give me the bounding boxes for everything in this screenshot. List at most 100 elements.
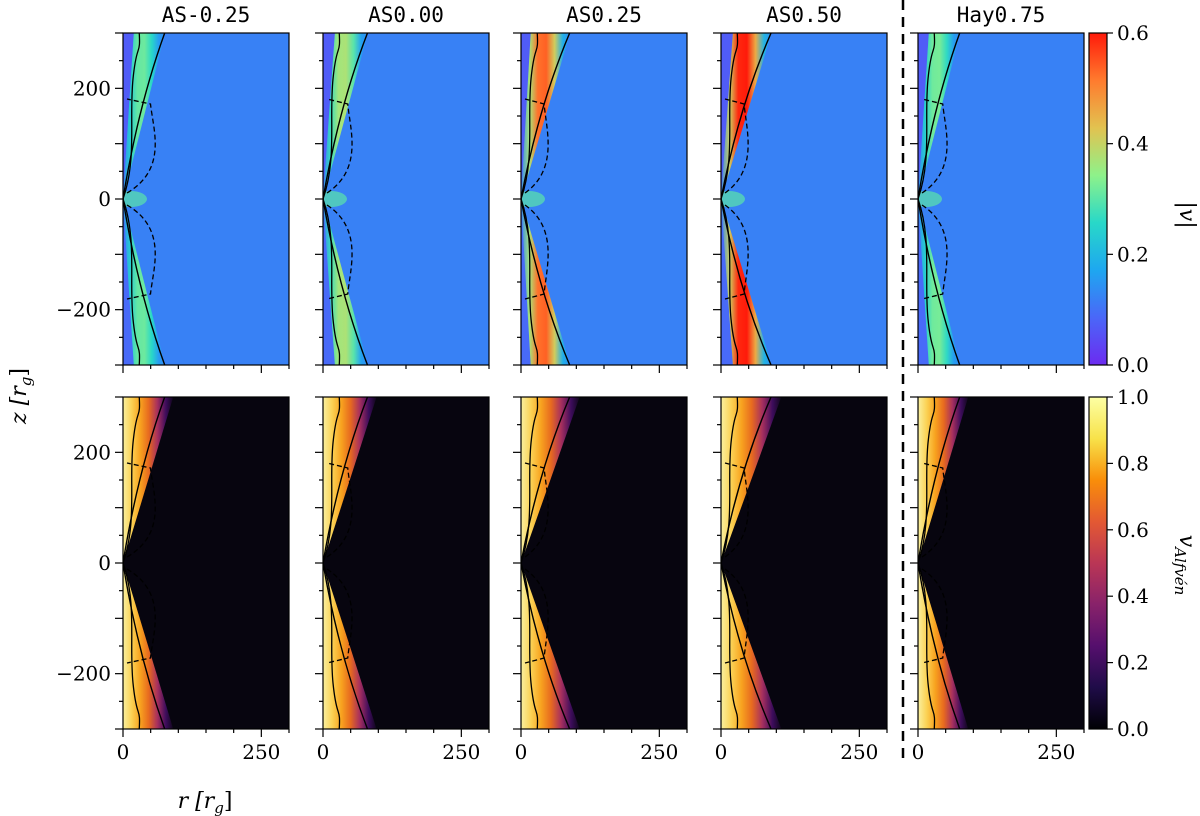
panel-title: AS0.50 <box>766 3 842 27</box>
alfven-upper <box>521 397 580 563</box>
y-tick-label: −200 <box>56 298 111 322</box>
axis-labels: z [rg] r [rg] |v| vAlfvén <box>7 201 1199 816</box>
panel-title: AS0.00 <box>368 3 444 27</box>
alfven-lower <box>721 563 782 729</box>
x-tick-label: 250 <box>840 740 878 764</box>
contour-solid-inner <box>918 562 936 729</box>
cbar2-label: vAlfvén <box>1171 535 1199 596</box>
alfven-lower <box>521 563 580 729</box>
alfven-lower <box>123 563 174 729</box>
contour-dashed <box>524 568 549 664</box>
contour-solid <box>721 33 772 200</box>
x-tick-label: 250 <box>1037 740 1075 764</box>
contour-solid <box>323 198 369 365</box>
contour-solid-inner <box>918 397 936 564</box>
contour-solid <box>918 562 961 729</box>
contour-solid-inner <box>123 562 141 729</box>
contour-solid <box>123 397 166 564</box>
contour-dashed <box>326 568 353 664</box>
contour-dashed <box>524 98 549 194</box>
contour-solid <box>123 33 166 200</box>
contour-solid <box>123 562 166 729</box>
contour-dashed <box>524 204 549 300</box>
y-axis-label: z [rg] <box>7 368 35 425</box>
x-tick-label: 0 <box>117 740 130 764</box>
jet-upper <box>521 33 571 199</box>
jet-upper <box>721 33 772 199</box>
y-tick-label: 200 <box>73 76 111 100</box>
contour-solid <box>918 198 961 365</box>
contour-solid <box>123 198 166 365</box>
contour-solid <box>918 397 961 564</box>
contour-solid-inner <box>323 33 341 200</box>
cbar-tick-label: 0.0 <box>1117 353 1149 377</box>
contour-solid-inner <box>123 397 141 564</box>
x-tick-label: 0 <box>515 740 528 764</box>
contour-dashed <box>921 98 948 194</box>
colorbar: 0.0 0.2 0.4 0.6 0.8 1.0 <box>1088 385 1149 741</box>
contour-solid-inner <box>521 198 539 365</box>
x-tick-label: 0 <box>715 740 728 764</box>
cbar-tick-label: 0.4 <box>1117 132 1149 156</box>
contour-dashed <box>126 462 156 558</box>
x-tick-label: 0 <box>912 740 925 764</box>
contour-solid <box>521 562 571 729</box>
alfven-upper <box>123 397 174 563</box>
heatmap-panel <box>910 32 1085 373</box>
cbar-tick-label: 0.4 <box>1117 584 1149 608</box>
contour-solid <box>521 33 571 200</box>
contour-solid-inner <box>521 562 539 729</box>
contour-solid-inner <box>721 198 739 365</box>
y-tick-label: 0 <box>98 187 111 211</box>
contour-solid <box>721 562 772 729</box>
contour-solid <box>918 33 961 200</box>
colorbar: 0.0 0.2 0.4 0.6 <box>1088 21 1149 377</box>
contour-dashed <box>921 204 948 300</box>
cbar-tick-label: 0.8 <box>1117 451 1149 475</box>
heatmap-panel <box>713 32 888 373</box>
panels: AS-0.25 200 0 −200 200 0 −200 0 250 AS0.00 0 250 AS0… <box>56 3 1085 764</box>
alfven-upper <box>918 397 969 563</box>
cbar-tick-label: 0.2 <box>1117 242 1149 266</box>
contour-solid <box>721 198 772 365</box>
panel-title: Hay0.75 <box>957 3 1046 27</box>
x-axis-label: r [rg] <box>178 789 233 816</box>
cbar-tick-label: 1.0 <box>1117 385 1149 409</box>
contour-dashed <box>326 462 353 558</box>
contour-solid-inner <box>323 198 341 365</box>
heatmap-panel <box>513 32 688 373</box>
jet-lower <box>721 199 772 365</box>
colorbars: 0.0 0.2 0.4 0.6 0.0 0.2 0.4 0.6 0.8 1.0 <box>1088 21 1149 741</box>
contour-solid <box>521 397 571 564</box>
heatmap-panel: 0 250 <box>315 396 490 764</box>
x-tick-label: 250 <box>442 740 480 764</box>
x-tick-label: 0 <box>317 740 330 764</box>
contour-solid-inner <box>521 397 539 564</box>
heatmap-panel <box>315 32 490 373</box>
contour-solid-inner <box>323 397 341 564</box>
heatmap-panel: 200 0 −200 <box>56 32 290 373</box>
jet-upper <box>323 33 368 199</box>
heatmap-panel: 200 0 −200 0 250 <box>56 396 290 764</box>
y-tick-label: 200 <box>73 440 111 464</box>
cbar-tick-label: 0.2 <box>1117 651 1149 675</box>
contour-solid <box>323 33 369 200</box>
alfven-upper <box>323 397 377 563</box>
x-tick-label: 250 <box>242 740 280 764</box>
contour-dashed <box>921 568 948 664</box>
alfven-upper <box>721 397 782 563</box>
contour-dashed <box>724 568 749 664</box>
contour-dashed <box>724 98 749 194</box>
jet-lower <box>521 199 571 365</box>
x-tick-label: 250 <box>640 740 678 764</box>
contour-solid-inner <box>123 198 141 365</box>
contour-solid <box>323 397 369 564</box>
contour-dashed <box>126 568 156 664</box>
contour-solid-inner <box>721 562 739 729</box>
panel-title: AS-0.25 <box>162 3 251 27</box>
contour-solid-inner <box>721 397 739 564</box>
contour-solid-inner <box>323 562 341 729</box>
contour-dashed <box>724 204 749 300</box>
contour-dashed <box>524 462 549 558</box>
